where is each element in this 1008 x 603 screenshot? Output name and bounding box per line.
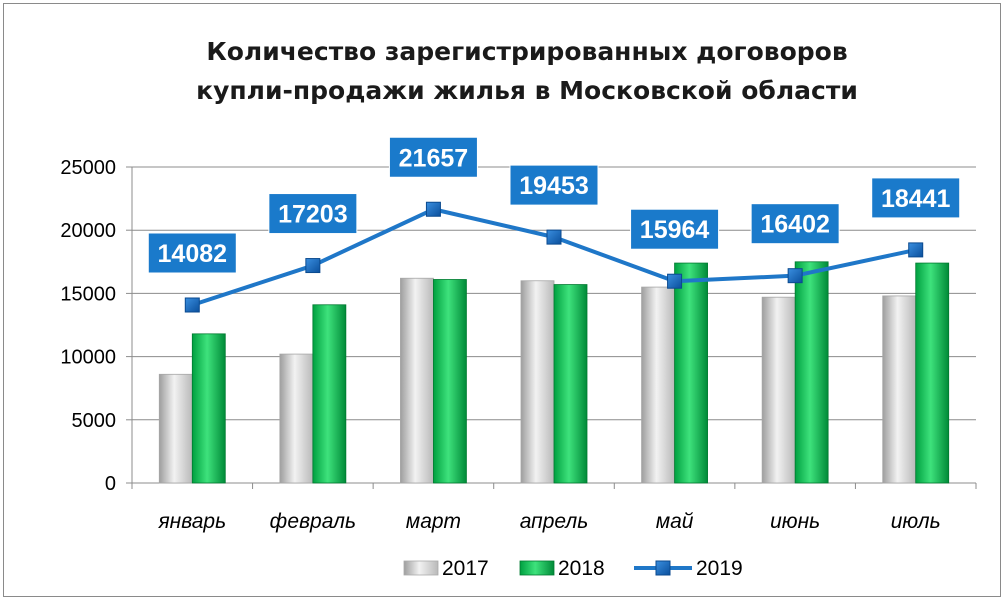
legend-item-2017: 2017 (403, 557, 489, 580)
x-tick-label: июнь (770, 510, 820, 533)
legend-label-2019: 2019 (696, 557, 743, 580)
y-tick-label: 25000 (60, 157, 116, 179)
point-2019 (667, 273, 683, 289)
y-tick-label: 15000 (60, 283, 116, 305)
data-label-box (750, 203, 840, 245)
bar-2018 (312, 304, 347, 484)
y-tick-label: 20000 (60, 220, 116, 242)
data-label: 21657 (399, 144, 469, 172)
x-tick-label: март (406, 510, 461, 533)
legend-item-2019: 2019 (634, 557, 743, 580)
bar-2018 (433, 279, 467, 484)
data-label-box (268, 193, 358, 235)
point-2019 (546, 229, 562, 245)
legend-swatch-2017 (403, 560, 439, 576)
data-label-box (630, 208, 720, 250)
data-labels-layer: 14082 17203 21657 19453 15964 16402 18441 (147, 136, 961, 274)
point-2019 (425, 201, 441, 217)
point-2019 (184, 297, 200, 313)
y-axis: 0 5000 10000 15000 20000 25000 (60, 157, 133, 495)
x-tick-label: январь (157, 510, 226, 533)
bar-2018 (674, 262, 708, 484)
chart-frame: Количество зарегистрированных договоров … (3, 3, 1001, 597)
point-2019 (908, 242, 924, 258)
data-label: 17203 (278, 201, 348, 229)
legend-label-2017: 2017 (442, 557, 489, 580)
chart-title-line-2: купли-продажи жилья в Московской области (196, 76, 858, 105)
y-tick-label: 5000 (72, 410, 117, 432)
chart-svg: Количество зарегистрированных договоров … (60, 37, 977, 580)
y-tick-label: 0 (105, 473, 116, 495)
bar-2017 (641, 286, 675, 484)
bar-2017 (882, 295, 917, 484)
x-axis: январь февраль март апрель май июнь июль (131, 482, 977, 533)
data-label: 16402 (760, 211, 830, 239)
bar-2017 (400, 277, 434, 484)
bar-2018 (794, 261, 829, 484)
point-2019 (787, 268, 803, 284)
data-label: 18441 (881, 185, 951, 213)
data-label-box (871, 177, 961, 219)
bar-2018 (553, 284, 588, 484)
data-label-box (388, 136, 478, 178)
legend-marker-2019 (655, 560, 671, 576)
x-tick-label: май (656, 510, 694, 533)
data-label: 19453 (519, 172, 589, 200)
line-series-layer (184, 201, 924, 313)
y-tick-label: 10000 (60, 347, 116, 369)
data-label: 15964 (640, 216, 710, 244)
x-tick-label: февраль (270, 510, 356, 533)
bar-2018 (915, 262, 950, 484)
bar-2017 (279, 353, 314, 484)
data-label-box (147, 232, 237, 274)
legend-item-2018: 2018 (519, 557, 605, 580)
point-2019 (305, 258, 321, 274)
bar-2017 (761, 296, 796, 484)
bar-2018 (191, 333, 226, 484)
x-tick-label: июль (891, 510, 941, 533)
legend: 2017 2018 2019 (403, 557, 743, 580)
x-tick-label: апрель (520, 510, 589, 533)
legend-swatch-2018 (519, 560, 555, 576)
bar-2017 (520, 280, 555, 484)
legend-label-2018: 2018 (558, 557, 605, 580)
data-label: 14082 (158, 240, 228, 268)
bar-series-layer (158, 261, 950, 484)
chart-title-line-1: Количество зарегистрированных договоров (206, 37, 847, 66)
data-label-box (509, 164, 599, 206)
bar-2017 (158, 373, 193, 484)
